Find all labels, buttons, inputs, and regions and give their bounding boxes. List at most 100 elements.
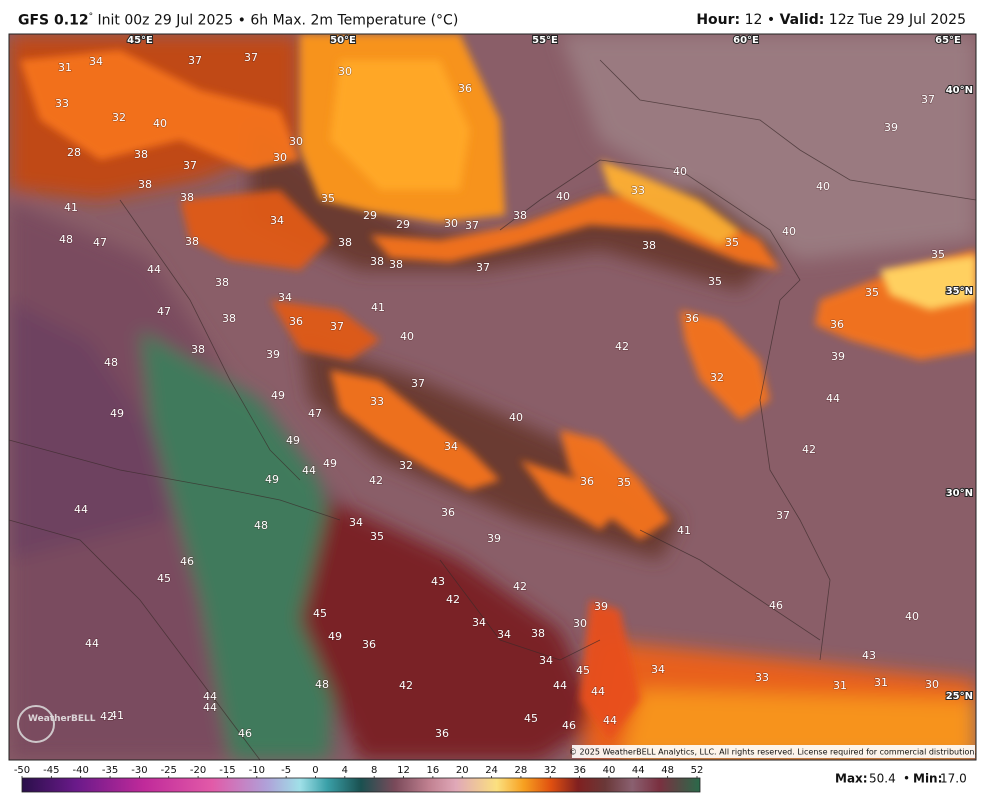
temperature-label: 42 — [100, 710, 114, 723]
temperature-label: 45 — [576, 664, 590, 677]
temperature-label: 31 — [58, 61, 72, 74]
longitude-label: 65°E — [935, 35, 961, 46]
temperature-label: 31 — [874, 676, 888, 689]
temperature-label: 44 — [826, 392, 840, 405]
temperature-label: 29 — [396, 218, 410, 231]
temperature-label: 28 — [67, 146, 81, 159]
min: 17.0 — [940, 772, 967, 786]
temperature-label: 43 — [431, 575, 445, 588]
temperature-label: 33 — [370, 395, 384, 408]
temperature-label: 44 — [203, 701, 217, 714]
temperature-label: 40 — [673, 165, 687, 178]
degree: ° — [88, 12, 94, 22]
colorbar-tick-label: -35 — [102, 765, 118, 776]
temperature-label: 35 — [725, 236, 739, 249]
temperature-label: 35 — [865, 286, 879, 299]
colorbar-tick-label: 12 — [397, 765, 410, 776]
temperature-label: 42 — [399, 679, 413, 692]
colorbar-tick-label: 32 — [544, 765, 557, 776]
valid-label: Valid: — [779, 12, 825, 28]
temperature-label: 48 — [59, 233, 73, 246]
temperature-label: 44 — [85, 637, 99, 650]
colorbar-tick-label: 44 — [632, 765, 645, 776]
latitude-label: 25°N — [946, 691, 973, 702]
temperature-label: 42 — [802, 443, 816, 456]
temperature-label: 46 — [562, 719, 576, 732]
temperature-label: 44 — [603, 714, 617, 727]
temperature-label: 35 — [931, 248, 945, 261]
temperature-label: 42 — [446, 593, 460, 606]
temperature-label: 30 — [925, 678, 939, 691]
temperature-label: 44 — [203, 690, 217, 703]
temperature-label: 38 — [222, 312, 236, 325]
temperature-label: 36 — [362, 638, 376, 651]
temperature-label: 40 — [400, 330, 414, 343]
colorbar-tick-label: 48 — [661, 765, 674, 776]
colorbar-tick-label: 0 — [312, 765, 318, 776]
temperature-label: 36 — [289, 315, 303, 328]
temperature-label: 38 — [185, 235, 199, 248]
temperature-label: 33 — [755, 671, 769, 684]
colorbar-tick-label: 24 — [485, 765, 498, 776]
colorbar-tick-label: -40 — [73, 765, 89, 776]
temperature-label: 47 — [93, 236, 107, 249]
temperature-label: 40 — [905, 610, 919, 623]
header-left: GFS 0.12° Init 00z 29 Jul 2025 • 6h Max.… — [18, 12, 458, 29]
logo-mark: WeatherBELL — [17, 705, 96, 743]
temperature-label: 38 — [513, 209, 527, 222]
temperature-label: 38 — [642, 239, 656, 252]
temperature-label: 44 — [302, 464, 316, 477]
temperature-label: 36 — [580, 475, 594, 488]
temperature-label: 48 — [315, 678, 329, 691]
temperature-label: 38 — [389, 258, 403, 271]
temperature-label: 47 — [157, 305, 171, 318]
colorbar-tick-label: 40 — [603, 765, 616, 776]
temperature-label: 36 — [435, 727, 449, 740]
temperature-label: 39 — [831, 350, 845, 363]
separator: • — [237, 12, 246, 29]
temperature-label: 37 — [921, 93, 935, 106]
temperature-label: 45 — [313, 607, 327, 620]
temperature-label: 37 — [183, 159, 197, 172]
temperature-label: 38 — [180, 191, 194, 204]
copyright: © 2025 WeatherBELL Analytics, LLC. All r… — [569, 748, 977, 757]
temperature-label: 42 — [615, 340, 629, 353]
temperature-label: 33 — [55, 97, 69, 110]
separator: • — [903, 772, 910, 786]
temperature-label: 37 — [465, 219, 479, 232]
temperature-label: 38 — [338, 236, 352, 249]
temperature-label: 30 — [338, 65, 352, 78]
temperature-label: 40 — [509, 411, 523, 424]
temperature-label: 49 — [323, 457, 337, 470]
colorbar-tick-label: 4 — [342, 765, 348, 776]
temperature-label: 34 — [278, 291, 292, 304]
temperature-label: 35 — [708, 275, 722, 288]
temperature-label: 34 — [539, 654, 553, 667]
temperature-label: 47 — [308, 407, 322, 420]
longitude-label: 55°E — [532, 35, 558, 46]
colorbar-tick-label: -10 — [249, 765, 265, 776]
temperature-label: 34 — [472, 616, 486, 629]
temperature-label: 34 — [349, 516, 363, 529]
temperature-label: 40 — [782, 225, 796, 238]
temperature-label: 37 — [411, 377, 425, 390]
longitude-label: 50°E — [330, 35, 356, 46]
temperature-label: 39 — [594, 600, 608, 613]
temperature-label: 34 — [651, 663, 665, 676]
temperature-label: 37 — [330, 320, 344, 333]
temperature-label: 45 — [157, 572, 171, 585]
temperature-label: 42 — [369, 474, 383, 487]
valid: 12z Tue 29 Jul 2025 — [828, 12, 966, 28]
colorbar-tick-label: 28 — [515, 765, 528, 776]
colorbar-tick-label: -30 — [131, 765, 147, 776]
temperature-label: 38 — [138, 178, 152, 191]
temperature-label: 41 — [110, 709, 124, 722]
hour: 12 — [744, 12, 763, 28]
latitude-label: 40°N — [946, 85, 973, 96]
temperature-label: 48 — [254, 519, 268, 532]
init: Init 00z 29 Jul 2025 — [97, 12, 234, 29]
temperature-label: 44 — [553, 679, 567, 692]
temperature-label: 29 — [363, 209, 377, 222]
temperature-label: 34 — [497, 628, 511, 641]
